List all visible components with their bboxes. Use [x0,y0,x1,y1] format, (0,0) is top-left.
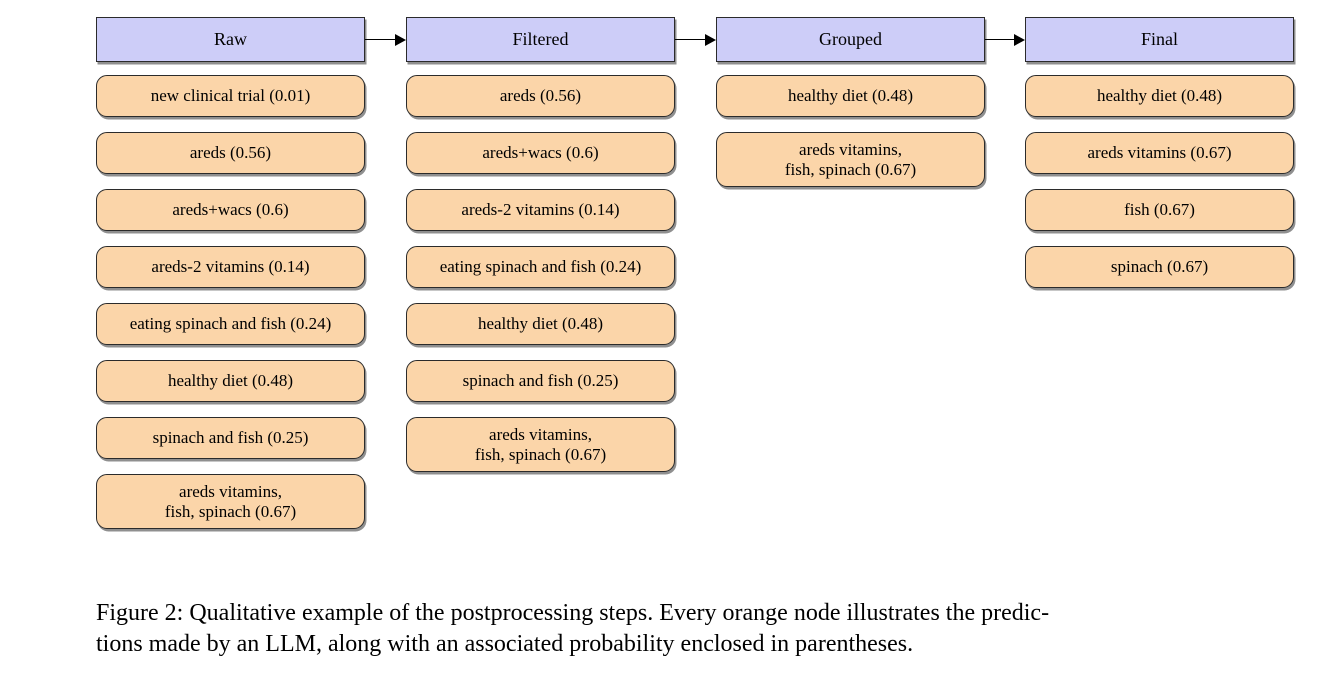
stage-header-grouped: Grouped [716,17,985,62]
prediction-node: spinach and fish (0.25) [96,417,365,459]
prediction-node: spinach (0.67) [1025,246,1294,288]
stage-header-raw: Raw [96,17,365,62]
prediction-node: areds vitamins (0.67) [1025,132,1294,174]
arrow-head [705,33,716,46]
stage-header-final: Final [1025,17,1294,62]
arrow-shaft [985,38,1017,41]
prediction-node: healthy diet (0.48) [716,75,985,117]
figure-caption: Figure 2: Qualitative example of the pos… [96,600,1050,657]
prediction-node: healthy diet (0.48) [406,303,675,345]
arrow-head [1014,33,1025,46]
arrow-shaft [675,38,708,41]
stage-column-final: Final healthy diet (0.48) areds vitamins (… [1025,17,1294,303]
stage-header-filtered: Filtered [406,17,675,62]
arrow-head [395,33,406,46]
prediction-node: areds+wacs (0.6) [96,189,365,231]
prediction-node: areds vitamins, fish, spinach (0.67) [406,417,675,472]
flow-arrow-icon [365,33,406,46]
prediction-node: new clinical trial (0.01) [96,75,365,117]
prediction-node: areds vitamins, fish, spinach (0.67) [716,132,985,187]
arrow-shaft [365,38,398,41]
prediction-node: healthy diet (0.48) [96,360,365,402]
stage-column-grouped: Grouped healthy diet (0.48) areds vitamins… [716,17,985,202]
prediction-node: areds (0.56) [96,132,365,174]
prediction-node: areds-2 vitamins (0.14) [406,189,675,231]
prediction-node: areds-2 vitamins (0.14) [96,246,365,288]
prediction-node: eating spinach and fish (0.24) [96,303,365,345]
prediction-node: healthy diet (0.48) [1025,75,1294,117]
prediction-node: spinach and fish (0.25) [406,360,675,402]
prediction-node: areds vitamins, fish, spinach (0.67) [96,474,365,529]
flow-arrow-icon [675,33,716,46]
stage-column-raw: Raw new clinical trial (0.01) areds (0.56)… [96,17,365,544]
prediction-node: eating spinach and fish (0.24) [406,246,675,288]
prediction-node: areds+wacs (0.6) [406,132,675,174]
prediction-node: areds (0.56) [406,75,675,117]
prediction-node: fish (0.67) [1025,189,1294,231]
stage-column-filtered: Filtered areds (0.56) areds+wacs (0.6) ared… [406,17,675,487]
flow-arrow-icon [985,33,1025,46]
